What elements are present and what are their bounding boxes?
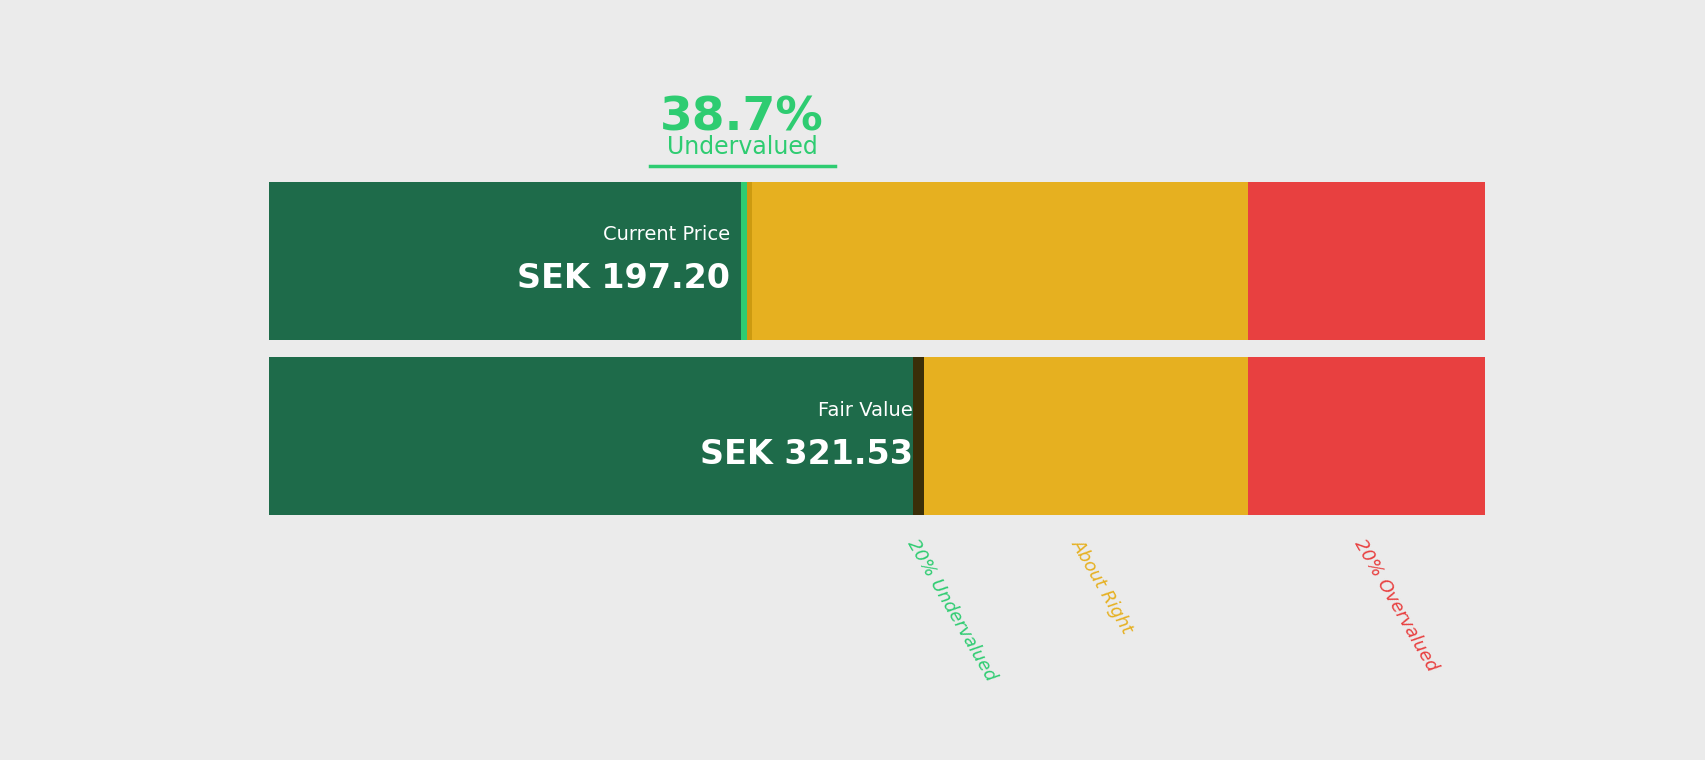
Bar [912, 357, 922, 515]
Bar [269, 357, 919, 515]
Bar [748, 357, 1248, 515]
Text: Fair Value: Fair Value [818, 401, 912, 420]
Text: SEK 197.20: SEK 197.20 [517, 262, 730, 295]
Text: Current Price: Current Price [602, 225, 730, 244]
Bar [748, 182, 1248, 340]
Text: About Right: About Right [1067, 536, 1136, 637]
Bar [269, 182, 740, 340]
Text: 20% Undervalued: 20% Undervalued [904, 536, 999, 684]
Bar [747, 182, 752, 340]
Bar [747, 357, 752, 515]
Text: 20% Overvalued: 20% Overvalued [1350, 536, 1441, 675]
Text: 38.7%: 38.7% [660, 95, 824, 140]
Text: Undervalued: Undervalued [667, 135, 817, 159]
Bar [1248, 182, 1485, 340]
Text: SEK 321.53: SEK 321.53 [699, 438, 912, 470]
Bar [748, 357, 919, 515]
Bar [1248, 357, 1485, 515]
Bar [269, 182, 919, 340]
Bar [269, 357, 919, 515]
Bar [748, 182, 919, 340]
